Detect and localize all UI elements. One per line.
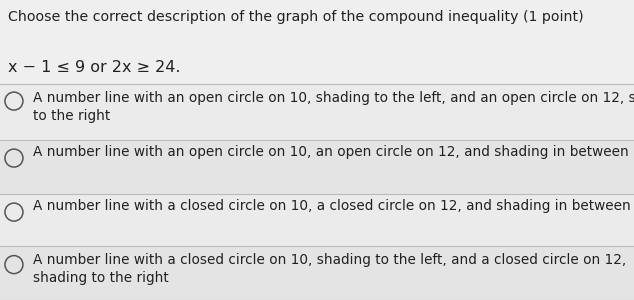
FancyBboxPatch shape: [0, 246, 634, 300]
FancyBboxPatch shape: [0, 0, 634, 84]
Text: A number line with a closed circle on 10, shading to the left, and a closed circ: A number line with a closed circle on 10…: [33, 253, 626, 285]
Text: Choose the correct description of the graph of the compound inequality (1 point): Choose the correct description of the gr…: [8, 11, 584, 25]
FancyBboxPatch shape: [0, 84, 634, 140]
FancyBboxPatch shape: [0, 140, 634, 194]
Text: A number line with an open circle on 10, an open circle on 12, and shading in be: A number line with an open circle on 10,…: [33, 145, 629, 159]
Text: x − 1 ≤ 9 or 2x ≥ 24.: x − 1 ≤ 9 or 2x ≥ 24.: [8, 60, 181, 75]
FancyBboxPatch shape: [0, 194, 634, 246]
Text: A number line with a closed circle on 10, a closed circle on 12, and shading in : A number line with a closed circle on 10…: [33, 199, 631, 213]
Text: A number line with an open circle on 10, shading to the left, and an open circle: A number line with an open circle on 10,…: [33, 91, 634, 123]
